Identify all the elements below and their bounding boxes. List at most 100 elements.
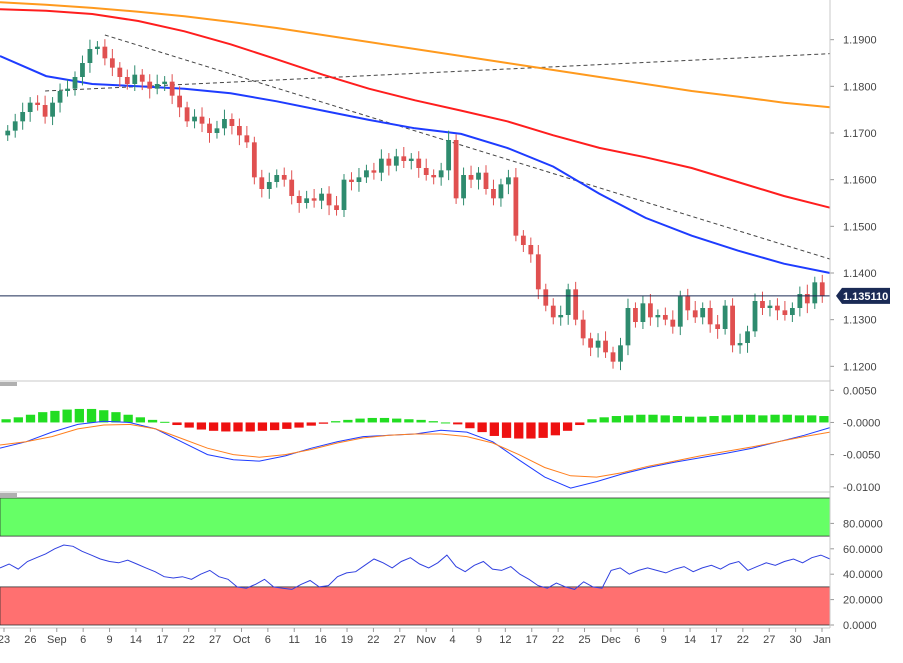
macd-histogram-bar — [318, 422, 329, 424]
price-tick-label: 1.1200 — [843, 361, 877, 373]
candle-body — [401, 156, 407, 161]
macd-histogram-bar — [550, 422, 561, 436]
candle-body — [573, 289, 579, 320]
candle-body — [27, 102, 33, 112]
x-tick-label: 4 — [450, 634, 456, 646]
candle-body — [304, 198, 310, 203]
price-tick-label: 1.1700 — [843, 128, 877, 140]
candle-body — [543, 289, 549, 306]
candle-body — [281, 175, 287, 180]
macd-tick-label: -0.0000 — [843, 417, 880, 429]
macd-histogram-bar — [135, 417, 146, 423]
x-tick-label: 16 — [315, 634, 327, 646]
candle-body — [476, 172, 481, 180]
macd-histogram-bar — [794, 415, 805, 423]
candle-body — [520, 235, 526, 245]
macd-histogram-bar — [269, 422, 280, 431]
candle-body — [819, 282, 825, 296]
candle-body — [251, 142, 257, 178]
macd-histogram-bar — [636, 414, 646, 423]
trendline — [45, 53, 830, 92]
macd-histogram-bar — [257, 422, 268, 431]
macd-histogram-bar — [660, 415, 670, 423]
trendline — [104, 34, 830, 260]
candle-body — [266, 182, 272, 189]
x-tick-label: 22 — [737, 634, 749, 646]
x-tick-label: 9 — [661, 634, 667, 646]
macd-histogram-bar — [184, 422, 194, 428]
candle-body — [468, 175, 474, 180]
x-tick-label: 27 — [209, 634, 221, 646]
macd-histogram-bar — [575, 422, 585, 426]
macd-histogram-bar — [807, 415, 817, 423]
moving-averages — [0, 1, 831, 274]
macd-tick-label: -0.0100 — [843, 482, 880, 494]
price-tag-background — [836, 287, 890, 304]
candle-body — [229, 119, 235, 126]
candle-body — [408, 158, 414, 161]
candle-body — [326, 193, 332, 206]
candle-body — [595, 340, 601, 348]
macd-histogram-bar — [684, 416, 695, 423]
macd-histogram-bar — [721, 415, 731, 423]
candle-body — [610, 352, 616, 362]
x-tick-label: 23 — [0, 634, 10, 646]
candle-body — [364, 170, 369, 178]
candle-body — [603, 340, 608, 353]
x-tick-label: 17 — [156, 634, 168, 646]
panel-resize-handle-macd[interactable] — [0, 382, 17, 386]
candle-body — [737, 343, 743, 346]
candle-body — [349, 179, 354, 182]
candle-body — [95, 46, 100, 49]
macd-histogram-bar — [147, 419, 158, 423]
candle-body — [640, 303, 646, 322]
x-tick-label: 25 — [578, 634, 590, 646]
panel-resize-handle-rsi[interactable] — [0, 493, 17, 497]
candle-body — [162, 81, 168, 84]
moving-average-line — [0, 1, 831, 109]
rsi-zone — [0, 586, 831, 626]
candle-body — [618, 345, 623, 362]
macd-histogram-bar — [538, 422, 548, 438]
candle-body — [483, 172, 489, 189]
price-tick-label: 1.1500 — [843, 221, 877, 233]
price-tag-label: 1.135110 — [843, 291, 888, 303]
candle-body — [416, 158, 422, 168]
macd-histogram-bar — [343, 419, 353, 423]
candle-body — [356, 177, 362, 182]
macd-histogram-bar — [86, 408, 97, 423]
candle-body — [236, 126, 242, 136]
rsi-tick-label: 40.0000 — [843, 569, 883, 581]
macd-histogram-bar — [514, 422, 524, 439]
macd-histogram-bar — [709, 416, 719, 423]
macd-histogram-bar — [160, 421, 170, 423]
x-tick-label: 12 — [499, 634, 511, 646]
candle-body — [334, 205, 339, 210]
candle-body — [371, 170, 377, 173]
macd-histogram-bar — [489, 422, 499, 436]
candle-body — [184, 107, 190, 122]
candle-body — [20, 112, 26, 122]
candle-body — [730, 305, 735, 346]
macd-histogram-bar — [477, 422, 487, 433]
candle-body — [588, 338, 594, 348]
candle-body — [72, 77, 78, 89]
candle-body — [498, 184, 504, 199]
candle-body — [775, 305, 780, 311]
macd-histogram-bar — [111, 412, 121, 423]
candle-body — [42, 105, 48, 117]
candle-body — [319, 193, 324, 201]
x-tick-label: 27 — [394, 634, 406, 646]
candle-body — [633, 308, 638, 322]
macd-histogram-bar — [587, 419, 597, 423]
candle-body — [804, 294, 810, 304]
macd-histogram-bar — [196, 422, 207, 430]
macd-histogram-bar — [13, 417, 23, 423]
candle-body — [35, 102, 41, 105]
candle-body — [244, 135, 250, 143]
price-panel: 1.1900 1.1800 1.1700 1.1600 1.1500 1.1400 1.13… — [0, 1, 890, 373]
candle-body — [431, 175, 437, 178]
x-tick-label: 22 — [367, 634, 379, 646]
